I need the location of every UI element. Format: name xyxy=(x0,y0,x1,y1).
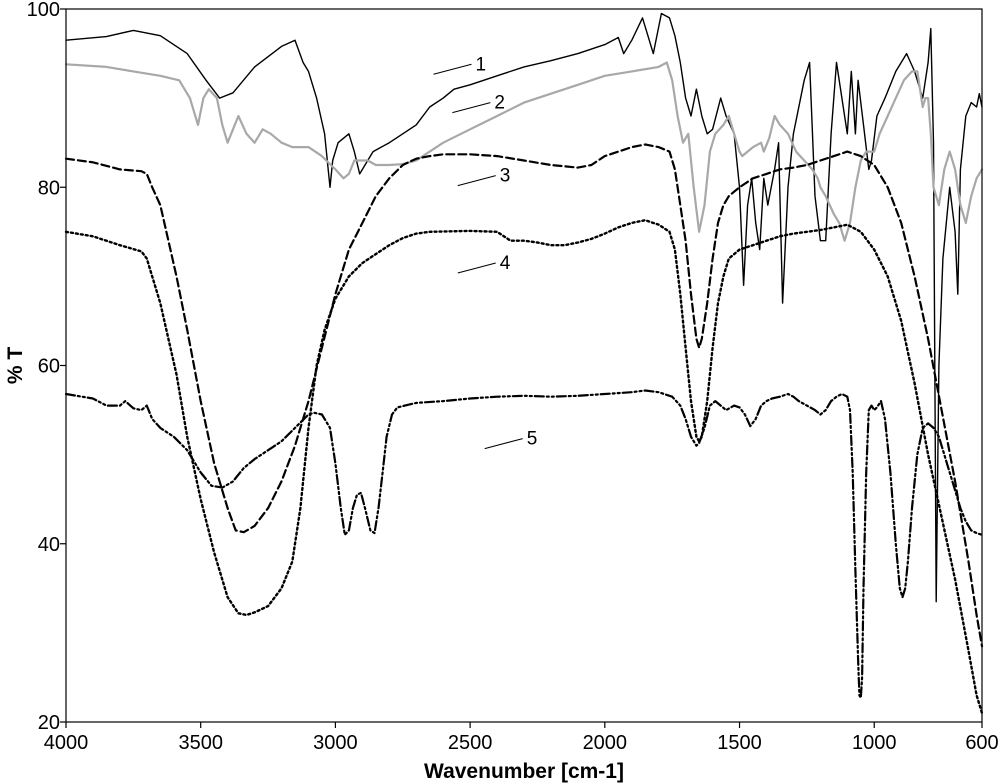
y-tick-label-20: 20 xyxy=(38,712,60,734)
series-label-5: 5 xyxy=(527,429,538,450)
plot-area xyxy=(66,9,982,722)
series-label-4: 4 xyxy=(500,253,511,274)
y-tick-label-80: 80 xyxy=(38,177,60,199)
plot-background xyxy=(66,9,982,722)
series-label-leader-2 xyxy=(452,102,491,114)
series-layer xyxy=(64,12,984,715)
x-axis-title: Wavenumber [cm-1] xyxy=(424,760,624,783)
x-tick-label-600: 600 xyxy=(965,732,998,754)
series-label-leader-4 xyxy=(457,262,496,274)
y-tick-label-100: 100 xyxy=(27,0,60,21)
axes-layer: 4000 3500 3000 2500 2000 1500 1000 600 20 40 60 80 1… xyxy=(27,0,999,754)
x-tick-label-1500: 1500 xyxy=(717,732,762,754)
series-label-leader-5 xyxy=(484,438,523,450)
series-line-3 xyxy=(64,143,984,648)
x-tick-label-3000: 3000 xyxy=(313,732,358,754)
x-tick-label-1000: 1000 xyxy=(852,732,897,754)
series-label-leader-3 xyxy=(457,175,496,187)
series-line-1 xyxy=(65,12,983,603)
series-label-leader-1 xyxy=(433,63,472,75)
x-tick-label-4000: 4000 xyxy=(44,732,89,754)
y-tick-label-40: 40 xyxy=(38,534,60,556)
series-line-4 xyxy=(64,219,984,715)
series-label-3: 3 xyxy=(500,166,511,187)
series-label-layer: 12 3 4 5 xyxy=(433,54,538,450)
series-label-1: 1 xyxy=(476,54,487,75)
series-label-2: 2 xyxy=(494,93,505,114)
x-tick-label-2000: 2000 xyxy=(583,732,628,754)
series-line-2 xyxy=(64,61,984,242)
y-axis-title: % T xyxy=(4,347,27,385)
y-tick-label-60: 60 xyxy=(38,356,60,378)
x-tick-label-2500: 2500 xyxy=(448,732,493,754)
series-line-5 xyxy=(64,389,984,699)
x-tick-label-3500: 3500 xyxy=(178,732,223,754)
